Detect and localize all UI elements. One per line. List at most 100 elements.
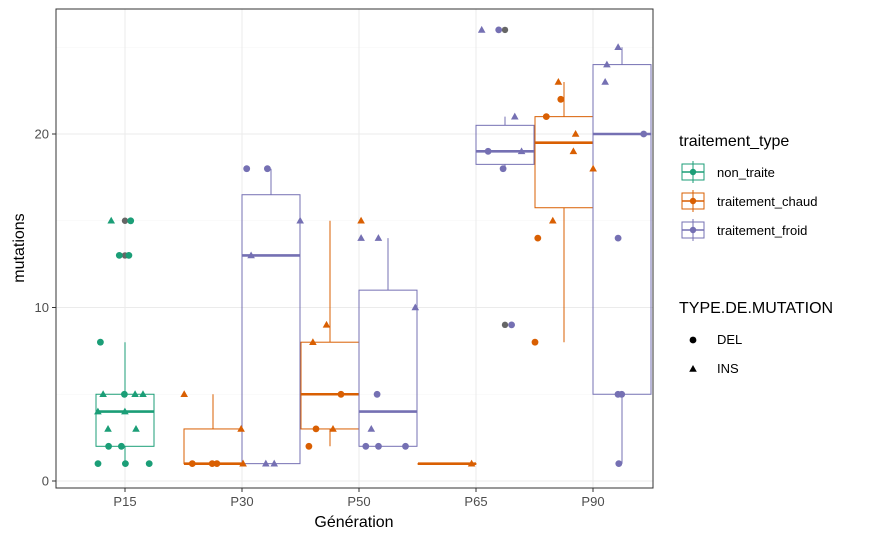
point-del bbox=[122, 460, 129, 467]
point-ins bbox=[411, 303, 420, 311]
legends: traitement_type non_traite traitement_chau… bbox=[679, 133, 833, 376]
y-tick-label: 20 bbox=[35, 127, 49, 142]
legend-title: TYPE.DE.MUTATION bbox=[679, 300, 833, 317]
point-del bbox=[614, 234, 622, 242]
plot-panel-border bbox=[55, 8, 654, 489]
point-ins bbox=[139, 390, 147, 398]
box-iqr bbox=[358, 289, 418, 447]
point-ins bbox=[569, 147, 578, 155]
point-del bbox=[115, 252, 123, 259]
point-ins bbox=[510, 112, 519, 120]
x-tick-label: P15 bbox=[113, 494, 136, 509]
point-ins bbox=[477, 25, 486, 33]
point-ins bbox=[309, 338, 317, 345]
box-iqr bbox=[241, 194, 301, 465]
legend-item: traitement_froid bbox=[681, 219, 807, 241]
legend-shape-circle bbox=[689, 336, 697, 344]
x-axis-title: Génération bbox=[314, 514, 393, 531]
legend-shape-triangle bbox=[689, 365, 697, 372]
point-ins bbox=[571, 130, 580, 137]
point-del bbox=[618, 390, 626, 398]
point-ins bbox=[237, 424, 245, 432]
legend-item: non_traite bbox=[681, 161, 775, 183]
point-ins bbox=[554, 77, 563, 85]
point-del bbox=[188, 460, 196, 467]
legend-label: traitement_froid bbox=[717, 223, 807, 238]
point-del bbox=[542, 113, 550, 120]
point-del bbox=[305, 442, 313, 450]
point-ins bbox=[322, 320, 331, 328]
legend-title: traitement_type bbox=[679, 133, 789, 150]
point-del bbox=[640, 130, 648, 138]
point-ins bbox=[548, 216, 557, 224]
legend-label: non_traite bbox=[717, 165, 775, 180]
point-del bbox=[97, 338, 104, 346]
point-del bbox=[375, 442, 382, 450]
x-tick-label: P65 bbox=[464, 494, 487, 509]
legend-color: traitement_type non_traite traitement_chau… bbox=[679, 133, 817, 241]
point-ins bbox=[104, 424, 112, 432]
x-tick-label: P30 bbox=[230, 494, 253, 509]
point-ins bbox=[131, 390, 139, 398]
y-axis-title: mutations bbox=[11, 213, 28, 282]
axes: 0 10 20 P15 P30 P50 P65 P90 bbox=[35, 127, 605, 510]
legend-label: traitement_chaud bbox=[717, 194, 817, 209]
point-ins bbox=[247, 251, 255, 259]
legend-label: DEL bbox=[717, 332, 742, 347]
point-del bbox=[508, 321, 515, 329]
legend-key-point bbox=[689, 168, 697, 176]
point-del bbox=[362, 442, 370, 450]
point-del bbox=[499, 165, 507, 173]
point-del bbox=[264, 165, 271, 173]
point-ins bbox=[94, 407, 102, 415]
point-ins bbox=[589, 164, 597, 172]
point-ins bbox=[99, 390, 107, 398]
legend-label: INS bbox=[717, 361, 739, 376]
point-ins bbox=[132, 424, 140, 432]
legend-shape: TYPE.DE.MUTATION DEL INS bbox=[679, 300, 833, 376]
legend-item: INS bbox=[689, 361, 739, 376]
point-del bbox=[312, 425, 320, 433]
point-del bbox=[121, 390, 128, 398]
x-tick-label: P90 bbox=[581, 494, 604, 509]
box-iqr bbox=[475, 124, 535, 165]
point-ins bbox=[296, 216, 304, 224]
point-ins bbox=[614, 43, 622, 51]
point-del bbox=[402, 442, 409, 450]
point-ins bbox=[357, 216, 365, 224]
point-ins bbox=[603, 60, 611, 68]
point-del bbox=[615, 460, 623, 467]
point-ins bbox=[329, 424, 337, 432]
point-del bbox=[243, 165, 251, 173]
point-del bbox=[94, 460, 102, 467]
point-ins bbox=[357, 234, 365, 241]
point-del bbox=[125, 252, 133, 259]
point-ins bbox=[121, 407, 129, 415]
point-ins bbox=[367, 424, 376, 432]
point-del bbox=[213, 460, 221, 467]
outlier-point bbox=[121, 217, 129, 224]
legend-item: traitement_chaud bbox=[681, 190, 817, 212]
point-ins bbox=[180, 390, 189, 398]
point-ins bbox=[239, 459, 247, 467]
point-del bbox=[557, 95, 565, 103]
point-del bbox=[145, 460, 153, 467]
legend-key-point bbox=[689, 226, 697, 234]
boxplot-traitement_chaud-P65 bbox=[417, 462, 477, 465]
point-del bbox=[118, 442, 125, 450]
point-del bbox=[337, 390, 345, 398]
point-ins bbox=[517, 147, 526, 155]
data-points bbox=[94, 25, 648, 467]
legend-key-point bbox=[689, 197, 697, 205]
legend-item: DEL bbox=[689, 332, 742, 347]
point-ins bbox=[601, 77, 609, 85]
point-ins bbox=[107, 216, 116, 224]
point-del bbox=[484, 147, 492, 155]
point-del bbox=[127, 217, 135, 225]
point-del bbox=[105, 442, 112, 450]
point-del bbox=[534, 234, 542, 242]
point-del bbox=[495, 26, 503, 34]
point-ins bbox=[262, 459, 270, 467]
